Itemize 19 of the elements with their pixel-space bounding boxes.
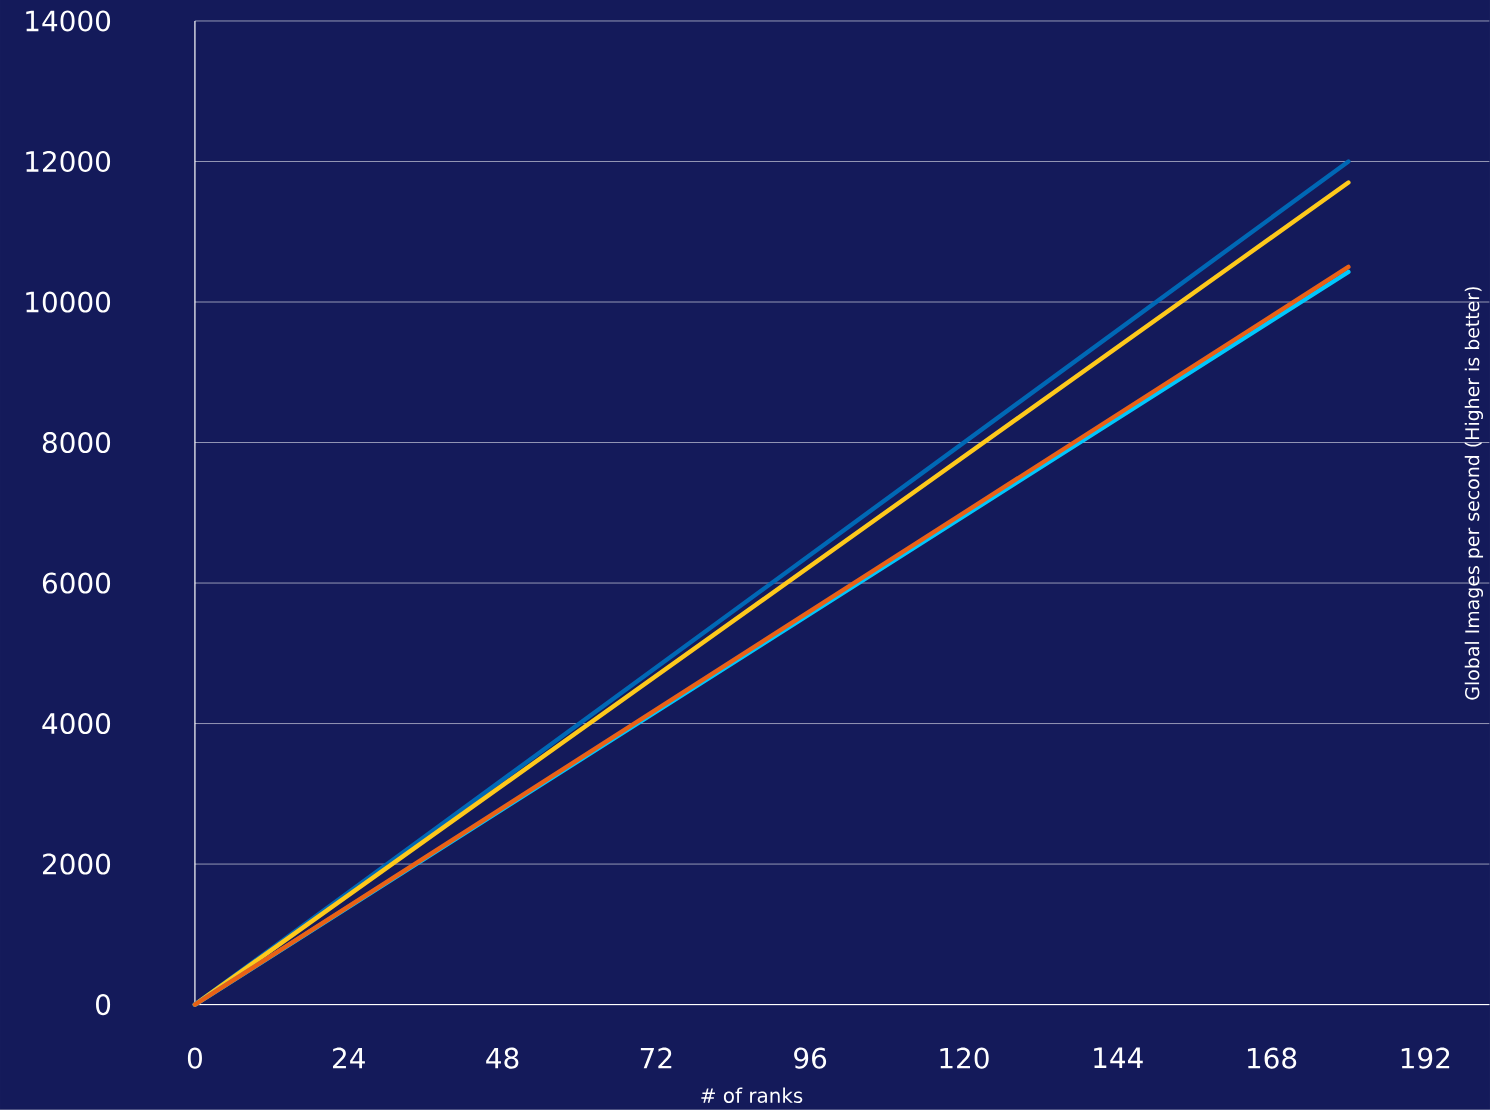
y-tick-label: 8000 <box>42 432 111 454</box>
y-tick-label: 6000 <box>42 572 111 594</box>
x-tick-label: 48 <box>486 1047 519 1069</box>
x-tick-label: 168 <box>1247 1047 1297 1069</box>
x-tick-label: 192 <box>1401 1047 1450 1069</box>
x-tick-label: 0 <box>187 1047 202 1069</box>
y-tick-label: 14000 <box>26 10 111 32</box>
y-tick-label: 2000 <box>42 853 111 875</box>
x-tick-label: 144 <box>1094 1047 1143 1069</box>
x-axis-title: # of ranks <box>701 1087 803 1104</box>
x-tick-label: 24 <box>333 1047 365 1069</box>
y-tick-label: 0 <box>96 994 111 1016</box>
y-tick-label: 4000 <box>42 713 111 735</box>
x-tick-label: 96 <box>794 1047 827 1069</box>
x-tick-label: 120 <box>940 1047 989 1069</box>
y-tick-label: 12000 <box>26 151 111 173</box>
y-axis-title: Global Images per second (Higher is better) <box>1464 287 1484 700</box>
y-tick-label: 10000 <box>26 291 111 313</box>
x-tick-label: 72 <box>640 1047 672 1069</box>
